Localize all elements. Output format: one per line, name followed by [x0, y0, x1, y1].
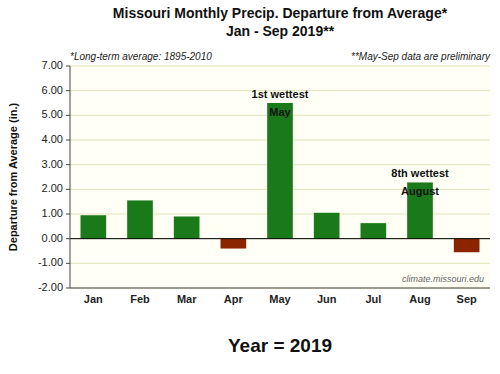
x-tick-label: Jan: [84, 293, 103, 305]
x-tick-label: Feb: [130, 293, 150, 305]
y-tick: [66, 263, 70, 264]
x-axis-label: Year = 2019: [228, 335, 332, 356]
y-tick: [66, 214, 70, 215]
bar: [314, 213, 340, 239]
x-tick-label: Aug: [409, 293, 430, 305]
y-tick: [66, 238, 70, 239]
x-tick-label: Jul: [365, 293, 381, 305]
x-axis-line: [70, 288, 490, 289]
y-tick-label: 0.00: [42, 232, 63, 244]
y-tick: [66, 115, 70, 116]
y-tick: [66, 164, 70, 165]
bar: [454, 239, 480, 253]
x-tick-label: Sep: [457, 293, 477, 305]
y-tick: [66, 90, 70, 91]
subtitle: *Long-term average: 1895-2010: [70, 51, 212, 62]
bar: [81, 215, 107, 238]
y-tick-label: 1.00: [42, 207, 63, 219]
x-tick-label: Apr: [224, 293, 244, 305]
y-tick: [66, 66, 70, 67]
zero-line: [70, 238, 490, 239]
title: Jan - Sep 2019**: [226, 23, 335, 39]
y-axis-line: [70, 66, 71, 288]
annotation: May: [269, 106, 291, 118]
bar: [127, 200, 153, 238]
y-tick-label: 5.00: [42, 108, 63, 120]
bars: [81, 103, 480, 252]
subtitle: **May-Sep data are preliminary: [351, 51, 491, 62]
y-tick-label: 7.00: [42, 59, 63, 71]
y-tick: [66, 140, 70, 141]
x-tick-label: Mar: [177, 293, 197, 305]
bar: [267, 103, 293, 239]
bar: [174, 216, 200, 238]
y-tick: [66, 288, 70, 289]
y-tick-label: 4.00: [42, 133, 63, 145]
title: Missouri Monthly Precip. Departure from …: [113, 5, 448, 21]
grid-line: [70, 263, 490, 264]
y-axis-label: Departure from Average (in.): [7, 102, 19, 251]
grid-line: [70, 238, 490, 239]
x-tick-label: Jun: [317, 293, 337, 305]
y-tick-label: 3.00: [42, 158, 63, 170]
bar: [361, 223, 387, 239]
y-tick: [66, 189, 70, 190]
bar: [221, 239, 247, 249]
grid-line: [70, 288, 490, 289]
annotation: 8th wettest: [391, 167, 449, 179]
grid-line: [70, 66, 490, 67]
x-tick-label: May: [269, 293, 291, 305]
watermark: climate.missouri.edu: [402, 274, 484, 284]
y-tick-label: -2.00: [38, 281, 63, 293]
annotation: August: [401, 185, 439, 197]
chart: -2.00 -1.00 0.00 1.00 2.00 3.00 4.00 5.00 6.00 7.…: [0, 0, 500, 374]
y-tick-label: 2.00: [42, 182, 63, 194]
y-tick-label: 6.00: [42, 84, 63, 96]
y-tick-label: -1.00: [38, 256, 63, 268]
plot-area: [70, 66, 490, 288]
annotation: 1st wettest: [252, 88, 309, 100]
